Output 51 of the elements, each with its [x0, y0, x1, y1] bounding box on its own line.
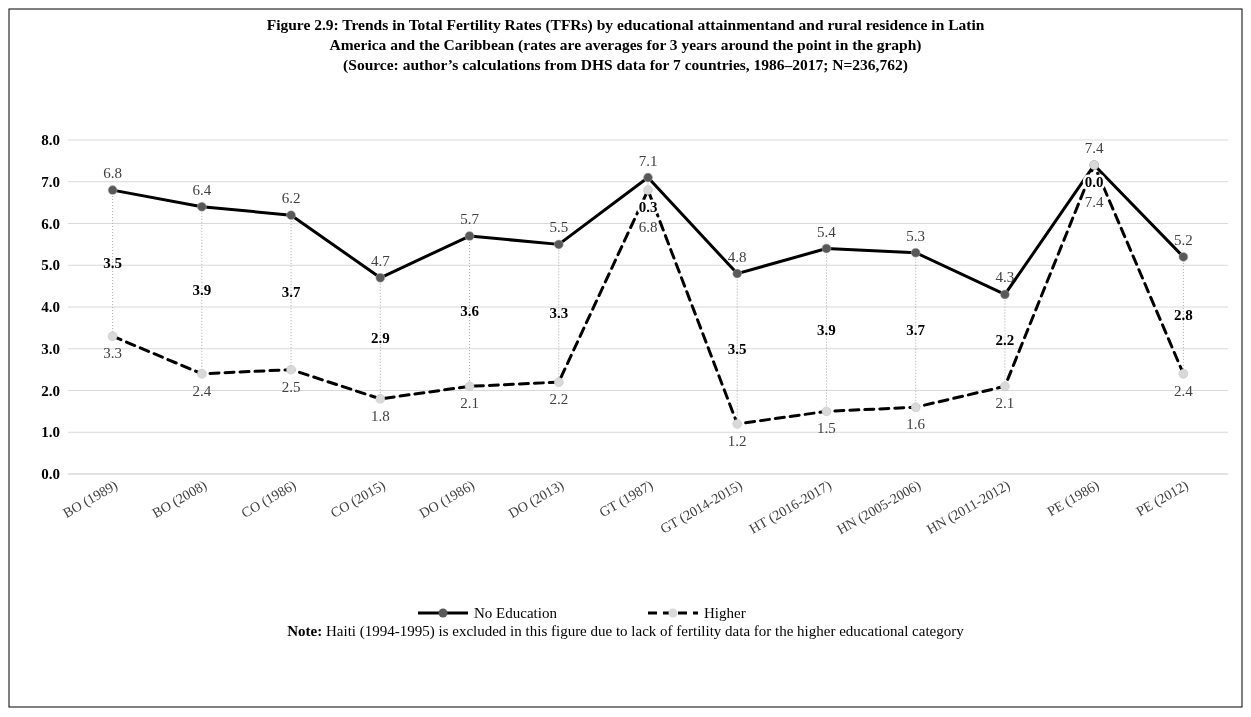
data-label: 5.5: [549, 219, 569, 236]
data-label: 5.7: [460, 211, 480, 228]
annotation: 3.5: [727, 340, 747, 357]
data-label: 1.6: [906, 416, 926, 433]
annotation: 2.9: [370, 330, 390, 347]
data-label: 6.4: [192, 181, 212, 198]
annotation: 3.3: [549, 305, 569, 322]
data-label: 2.4: [192, 382, 212, 399]
legend-label: No Education: [474, 605, 558, 621]
y-tick-label: 4.0: [41, 299, 60, 315]
y-tick-label: 6.0: [41, 215, 60, 232]
y-tick-label: 5.0: [41, 257, 60, 274]
data-label: 5.3: [906, 227, 926, 244]
chart-subtitle: (Source: author’s calculations from DHS data for 7 countries, 1986–2017; N=236,762): [343, 56, 908, 74]
data-label: 4.8: [727, 248, 747, 265]
annotation: 3.5: [103, 255, 122, 272]
data-label: 1.5: [817, 420, 836, 437]
data-label: 5.2: [1174, 231, 1193, 248]
data-label: 7.4: [1084, 194, 1105, 211]
data-label: 2.5: [281, 378, 301, 395]
data-label: 1.8: [370, 407, 390, 424]
annotation: 3.7: [906, 321, 926, 338]
annotation: 3.9: [817, 321, 836, 338]
y-tick-label: 0.0: [41, 466, 60, 482]
y-tick-label: 2.0: [41, 382, 60, 399]
chart-title: Figure 2.9: Trends in Total Fertility Rates (TFRs) by educational attainmentand and rural residence in Latin America and the Caribbean (rates are averages for 3 years around the point in the graph): [266, 16, 985, 54]
y-tick-label: 3.0: [41, 340, 60, 357]
y-tick-label: 7.0: [41, 173, 60, 190]
annotation: 3.7: [281, 284, 301, 301]
data-label: 2.2: [549, 391, 569, 408]
data-label: 4.3: [995, 269, 1015, 286]
data-label: 2.1: [995, 395, 1015, 412]
legend-label: Higher: [704, 605, 746, 621]
data-label: 5.4: [817, 223, 837, 240]
data-label: 6.8: [103, 165, 122, 182]
data-label: 1.2: [727, 432, 747, 449]
y-tick-label: 1.0: [41, 424, 60, 441]
y-tick-label: 8.0: [41, 132, 60, 148]
data-label: 7.1: [638, 152, 658, 169]
annotation: 3.9: [192, 282, 212, 299]
data-label: 6.8: [638, 219, 658, 236]
data-label: 2.1: [460, 395, 479, 412]
data-label: 6.2: [281, 190, 301, 207]
data-label: 3.3: [103, 345, 122, 362]
annotation: 2.2: [995, 332, 1015, 349]
data-label: 7.4: [1084, 140, 1105, 157]
data-label: 2.4: [1174, 382, 1194, 399]
text: Note: Haiti (1994-1995) is excluded in this figure due to lack of fertility data for the higher educational category: [287, 623, 965, 640]
data-label: 4.7: [370, 252, 391, 269]
annotation: 2.8: [1174, 307, 1193, 324]
annotation: 3.6: [460, 303, 480, 320]
